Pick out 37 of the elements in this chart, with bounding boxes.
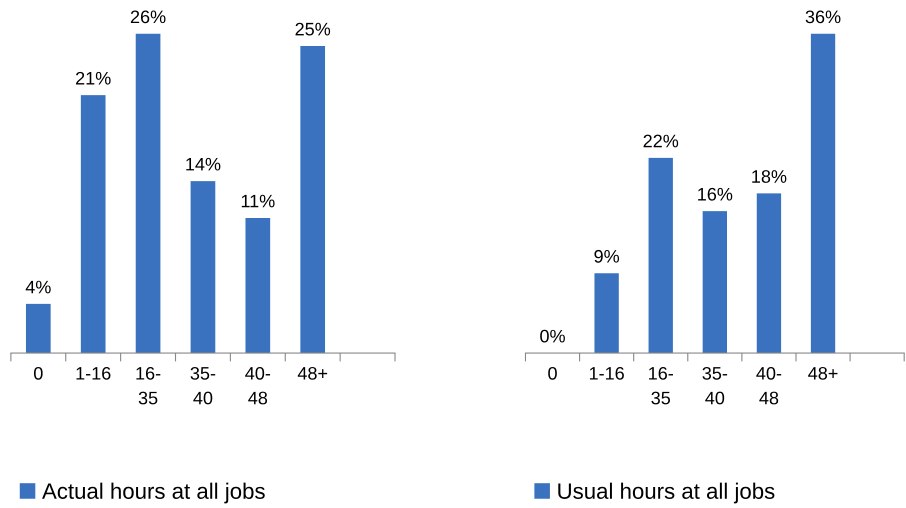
data-label: 11% bbox=[242, 194, 275, 208]
legend-label: Actual hours at all jobs bbox=[42, 482, 265, 504]
data-label: 4% bbox=[26, 280, 51, 294]
bar bbox=[702, 211, 728, 354]
bar bbox=[26, 304, 51, 354]
bar bbox=[756, 193, 782, 354]
bar bbox=[190, 181, 216, 354]
x-tick-label: 1-16 bbox=[590, 366, 624, 380]
x-tick-label: 16- 35 bbox=[649, 366, 673, 404]
bar bbox=[594, 273, 619, 354]
bar bbox=[810, 34, 836, 354]
data-label: 16% bbox=[698, 188, 732, 201]
data-label: 25% bbox=[296, 22, 330, 36]
x-tick-label: 16- 35 bbox=[136, 366, 160, 404]
x-tick-label: 0 bbox=[548, 366, 557, 380]
bar bbox=[648, 158, 673, 354]
x-tick-label: 40- 48 bbox=[756, 366, 782, 404]
data-label: 21% bbox=[76, 72, 111, 85]
x-tick-label: 35- 40 bbox=[190, 366, 216, 404]
bar bbox=[245, 218, 270, 354]
x-tick-label: 48+ bbox=[298, 366, 328, 380]
data-label: 9% bbox=[594, 250, 620, 263]
x-tick-label: 1-16 bbox=[76, 366, 110, 380]
bar bbox=[136, 34, 160, 354]
data-label: 26% bbox=[130, 10, 166, 24]
data-label: 22% bbox=[644, 134, 678, 148]
x-tick-label: 40- 48 bbox=[245, 366, 270, 404]
data-label: 18% bbox=[752, 170, 786, 183]
x-tick-label: 0 bbox=[34, 366, 43, 380]
data-label: 14% bbox=[186, 158, 220, 171]
bar bbox=[300, 46, 326, 354]
data-label: 36% bbox=[806, 10, 840, 24]
bar bbox=[80, 95, 106, 354]
x-tick-label: 48+ bbox=[808, 366, 838, 380]
legend-label: Usual hours at all jobs bbox=[558, 482, 774, 504]
x-tick-label: 35- 40 bbox=[702, 366, 728, 404]
data-label: 0% bbox=[540, 330, 565, 343]
